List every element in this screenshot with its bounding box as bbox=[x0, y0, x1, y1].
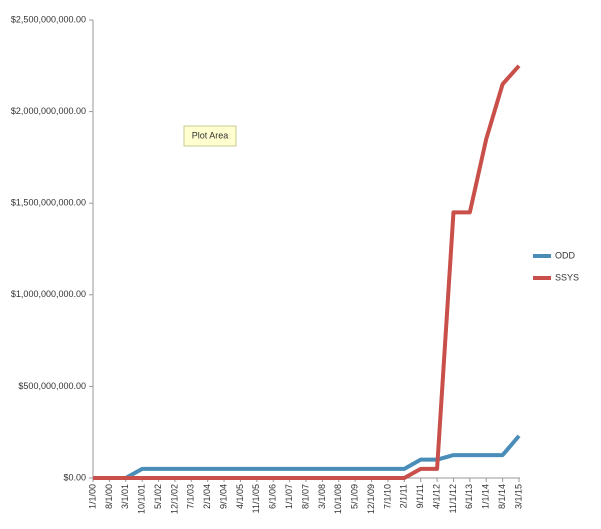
x-tick-label: 9/1/11 bbox=[415, 484, 425, 508]
series-line bbox=[93, 434, 521, 480]
annotation-box bbox=[183, 125, 237, 147]
x-tick-label: 3/1/15 bbox=[513, 484, 523, 509]
x-tick-label: 3/1/08 bbox=[317, 484, 327, 509]
x-tick-label: 1/1/07 bbox=[284, 484, 294, 509]
annotation: Plot Area bbox=[192, 130, 229, 140]
y-tick-label: $1,000,000,000.00 bbox=[11, 289, 86, 299]
x-tick-label: 2/1/11 bbox=[399, 484, 409, 508]
x-tick-label: 1/1/00 bbox=[87, 484, 97, 509]
x-tick-label: 8/1/00 bbox=[104, 484, 114, 509]
x-tick-label: 2/1/04 bbox=[202, 484, 212, 509]
y-tick-label: $0.00 bbox=[63, 472, 86, 482]
legend-label: SSYS bbox=[555, 272, 579, 282]
x-tick-label: 12/1/09 bbox=[366, 484, 376, 514]
x-tick-label: 7/1/03 bbox=[186, 484, 196, 509]
x-tick-label: 10/1/08 bbox=[333, 484, 343, 514]
x-tick-label: 8/1/14 bbox=[497, 484, 507, 509]
x-tick-label: 8/1/07 bbox=[300, 484, 310, 509]
x-tick-label: 6/1/06 bbox=[268, 484, 278, 509]
x-tick-label: 4/1/05 bbox=[235, 484, 245, 509]
y-tick-label: $1,500,000,000.00 bbox=[11, 198, 86, 208]
x-tick-label: 5/1/02 bbox=[153, 484, 163, 509]
series-line bbox=[93, 64, 521, 480]
x-tick-label: 3/1/01 bbox=[120, 484, 130, 509]
x-tick-label: 4/1/12 bbox=[431, 484, 441, 509]
y-tick-label: $500,000,000.00 bbox=[18, 381, 86, 391]
y-tick-label: $2,000,000,000.00 bbox=[11, 106, 86, 116]
x-tick-label: 11/1/05 bbox=[251, 484, 261, 513]
x-tick-label: 5/1/09 bbox=[350, 484, 360, 509]
x-tick-label: 12/1/02 bbox=[169, 484, 179, 514]
x-tick-label: 10/1/01 bbox=[137, 484, 147, 514]
x-tick-label: 9/1/04 bbox=[218, 484, 228, 509]
y-tick-label: $2,500,000,000.00 bbox=[11, 14, 86, 24]
x-tick-label: 7/1/10 bbox=[382, 484, 392, 509]
x-tick-label: 1/1/14 bbox=[481, 484, 491, 509]
x-tick-label: 6/1/13 bbox=[464, 484, 474, 509]
x-tick-label: 11/1/12 bbox=[448, 484, 458, 513]
legend-label: ODD bbox=[555, 250, 576, 260]
